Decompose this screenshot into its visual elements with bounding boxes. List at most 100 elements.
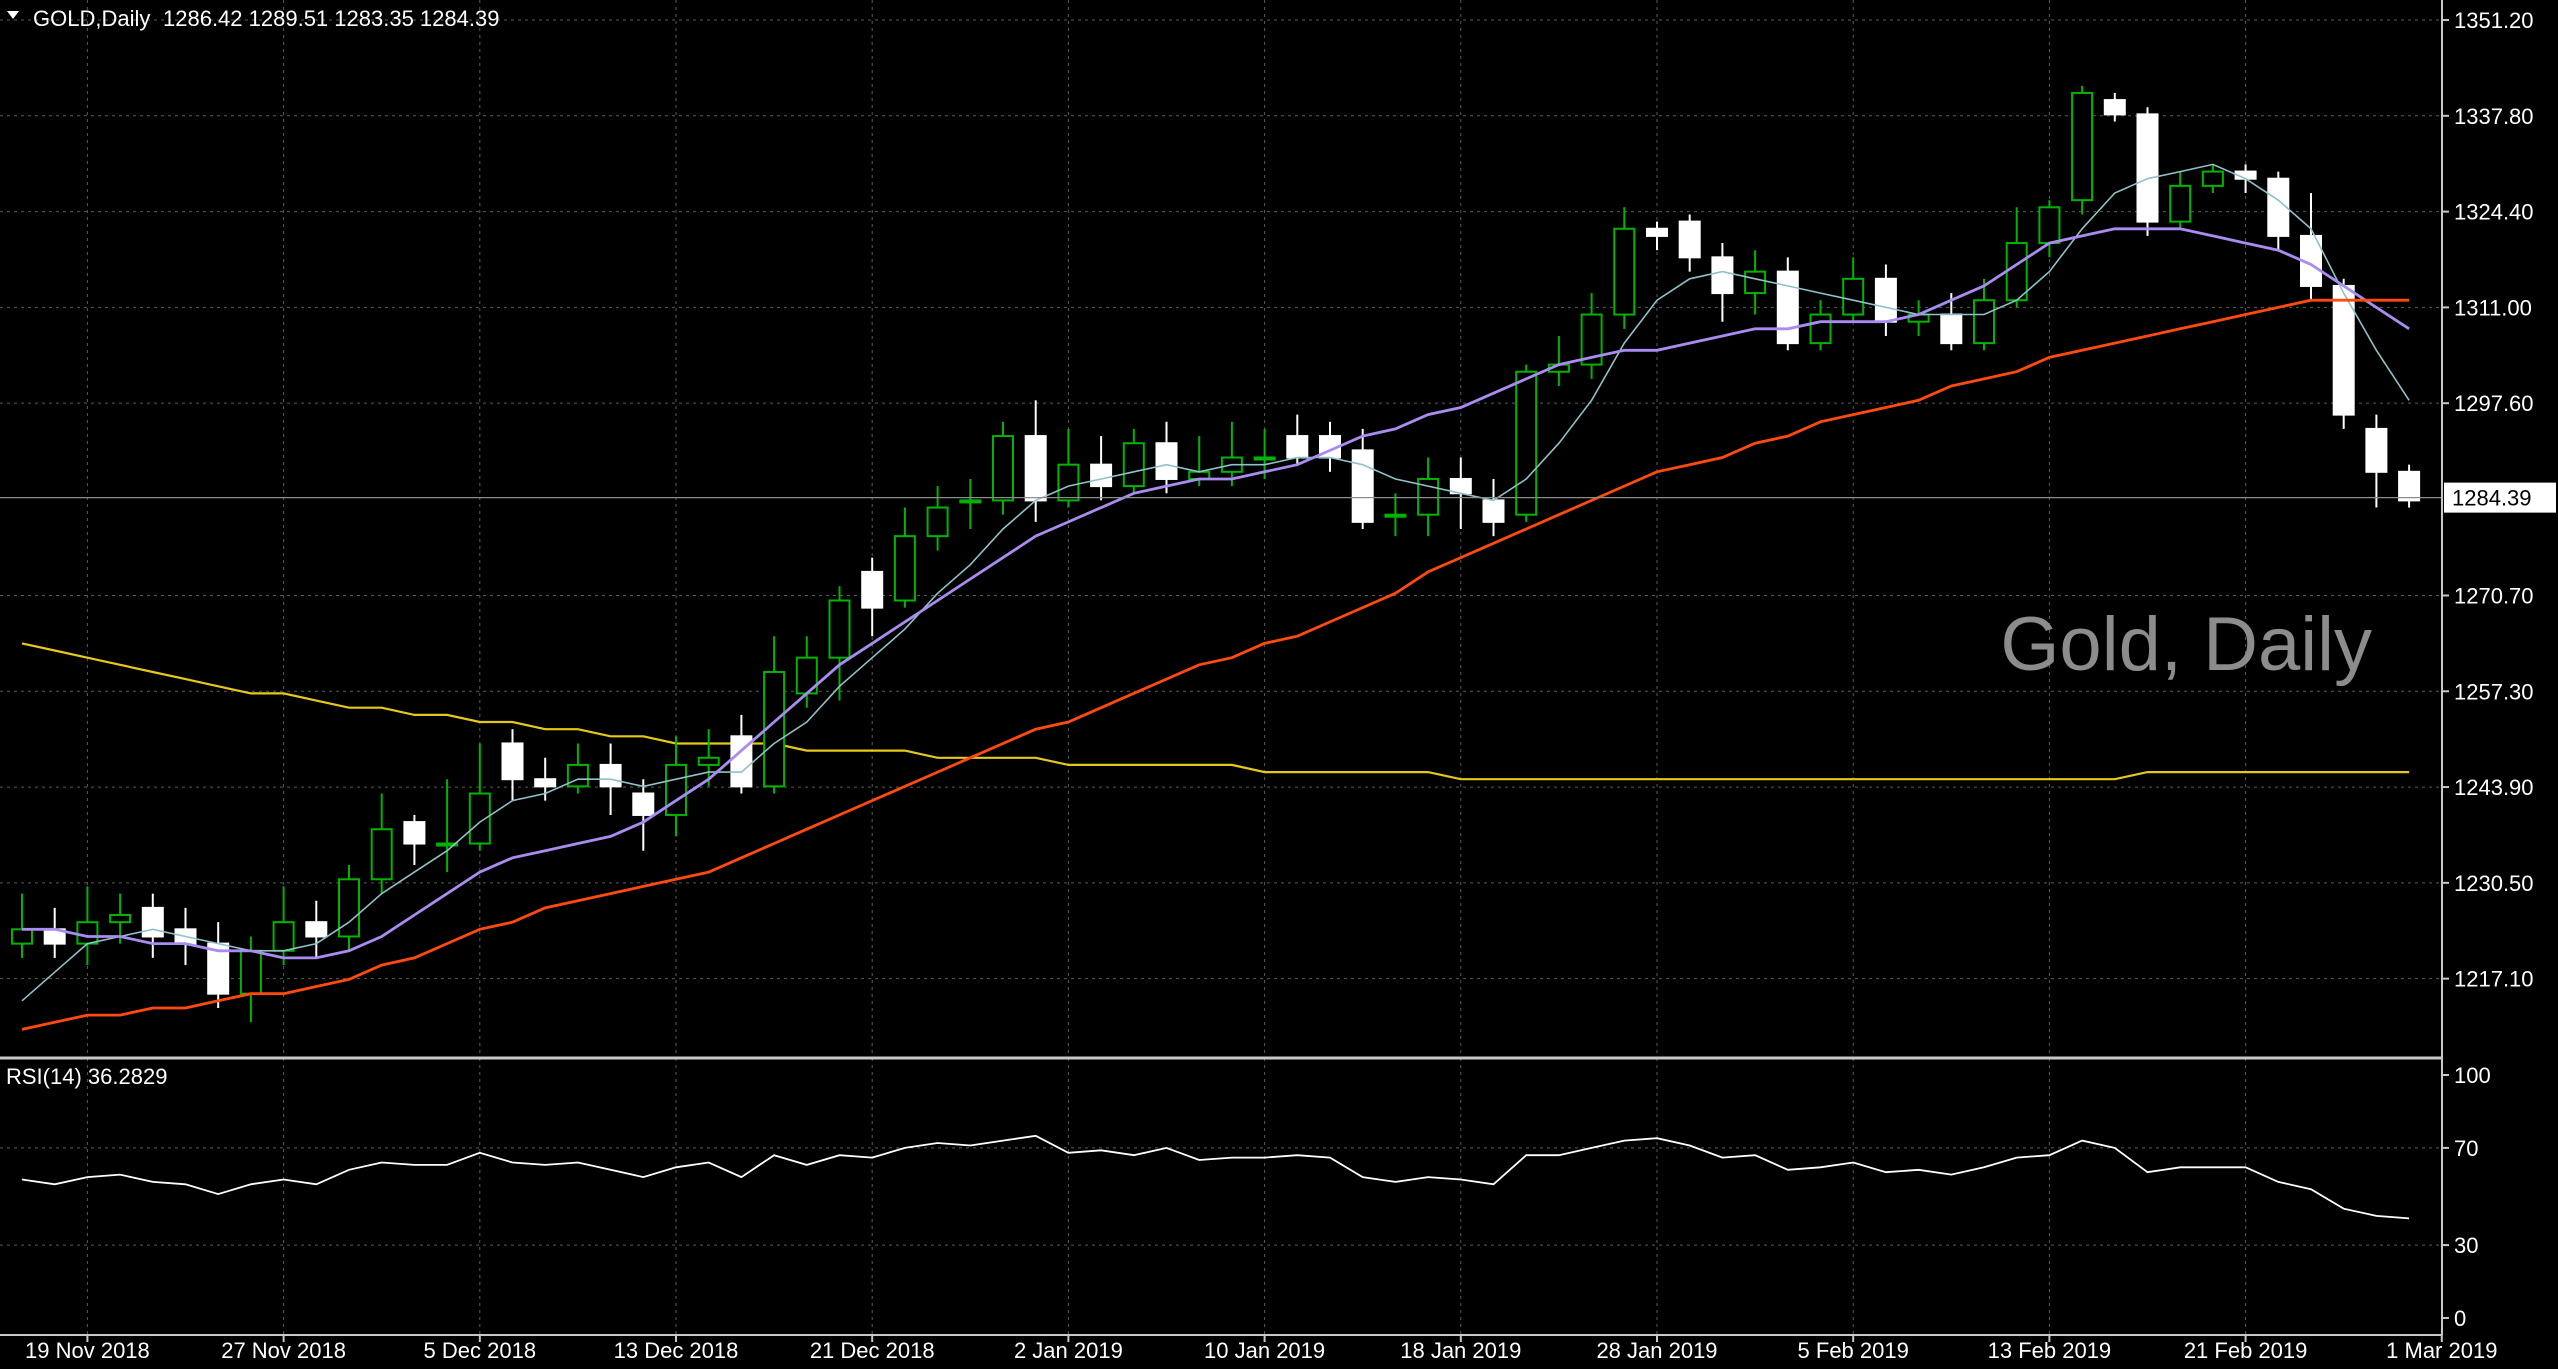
candle-body [632,792,655,816]
candle-body [534,778,557,788]
rsi-tick-label: 30 [2454,1233,2478,1258]
time-tick-label: 2 Jan 2019 [1014,1338,1123,1363]
candle-body [665,763,687,816]
candle-body [501,742,524,781]
watermark-title: Gold, Daily [2000,602,2372,687]
current-price-label: 1284.39 [2452,486,2532,511]
candle-body [272,921,295,952]
candle-body [992,435,1014,502]
candle-body [468,792,491,845]
time-tick-label: 5 Dec 2018 [424,1338,537,1363]
candle-body [566,763,589,788]
time-tick-label: 27 Nov 2018 [221,1338,346,1363]
time-tick-label: 13 Dec 2018 [614,1338,739,1363]
candle-body [338,878,360,938]
candle-body [370,828,393,881]
candle-body [926,506,949,538]
candle-body [893,535,916,602]
price-tick-label: 1311.00 [2454,295,2532,320]
price-tick-label: 1351.20 [2454,8,2534,33]
candle-body [2103,99,2126,116]
grid-lines [0,0,2443,1335]
rsi-line [21,1134,2410,1220]
candle-body [1940,313,1963,345]
ohlc-label: 1286.42 1289.51 1283.35 1284.39 [163,6,499,31]
time-tick-label: 5 Feb 2019 [1798,1338,1909,1363]
candle-body [1809,313,1832,345]
candle-body [1351,449,1374,523]
candle-body [1122,442,1145,488]
price-tick-label: 1217.10 [2454,967,2534,992]
time-axis-labels: 19 Nov 2018 27 Nov 2018 5 Dec 2018 13 Dec 2… [25,1335,2497,1363]
candle-body [1286,435,1309,459]
time-tick-label: 21 Feb 2019 [2184,1338,2308,1363]
candle-body [2267,177,2290,237]
candle-body [1613,227,1636,316]
candle-body [1155,442,1178,480]
time-tick-label: 1 Mar 2019 [2386,1338,2497,1363]
candle-body [1678,220,1701,259]
moving-averages-group [21,163,2410,1031]
candle-body [1973,299,1995,345]
ma-fast-line [21,163,2410,1002]
candle-body [959,499,982,504]
candle-body [828,599,851,659]
ma-long-line-group [21,642,2410,781]
candle-body [1057,463,1080,502]
dropdown-triangle-icon[interactable] [7,11,19,19]
time-tick-label: 21 Dec 2018 [810,1338,935,1363]
candle-body [1090,463,1113,488]
rsi-title: RSI(14) 36.2829 [6,1064,167,1089]
rsi-tick-label: 0 [2454,1306,2466,1331]
candle-body [1776,270,1799,345]
candle-body [697,756,720,766]
candle-body [1646,227,1668,237]
candle-body [403,821,426,845]
candle-body [76,921,99,945]
candle-body [2201,170,2224,187]
chart-frame [0,0,2443,1336]
rsi-tick-label: 100 [2454,1063,2491,1088]
candle-body [1874,277,1897,323]
candle-body [1253,456,1276,461]
candle-body [2398,470,2421,502]
time-tick-label: 19 Nov 2018 [25,1338,150,1363]
candle-body [1580,313,1603,366]
candle-body [2038,206,2061,245]
time-tick-label: 10 Jan 2019 [1204,1338,1325,1363]
price-tick-label: 1337.80 [2454,104,2534,129]
candle-body [141,906,164,938]
time-tick-label: 13 Feb 2019 [1988,1338,2112,1363]
candle-body [109,914,132,924]
rsi-tick-label: 70 [2454,1136,2478,1161]
price-tick-label: 1257.30 [2454,679,2534,704]
price-tick-label: 1243.90 [2454,775,2534,800]
candle-body [2005,242,2028,302]
candle-body [1842,277,1865,316]
price-tick-label: 1324.40 [2454,200,2534,225]
candle-body [11,928,33,945]
current-price-box [2444,482,2556,513]
candle-body [1384,513,1407,518]
candle-body [2136,113,2159,223]
time-tick-label: 28 Jan 2019 [1596,1338,1717,1363]
candle-body [599,763,622,788]
candle-body [2169,184,2192,223]
candle-body [1515,370,1538,516]
rsi-axis-labels: 100 70 30 0 [2442,1063,2491,1331]
time-tick-label: 18 Jan 2019 [1400,1338,1521,1363]
candle-body [1024,435,1047,502]
price-tick-label: 1297.60 [2454,391,2534,416]
rsi-group [21,1134,2410,1220]
candle-body [861,570,884,609]
ma-slow-line [21,298,2410,1031]
candle-body [1744,270,1767,295]
candle-body [2071,91,2094,202]
candles-group [11,85,2421,1023]
candle-body [436,842,459,847]
price-axis-labels: 1351.20 1337.80 1324.40 1311.00 1297.60 1284.… [2442,8,2556,992]
ma-long-line [21,642,2410,781]
symbol-label: GOLD,Daily [33,6,150,31]
candle-body [239,949,262,995]
